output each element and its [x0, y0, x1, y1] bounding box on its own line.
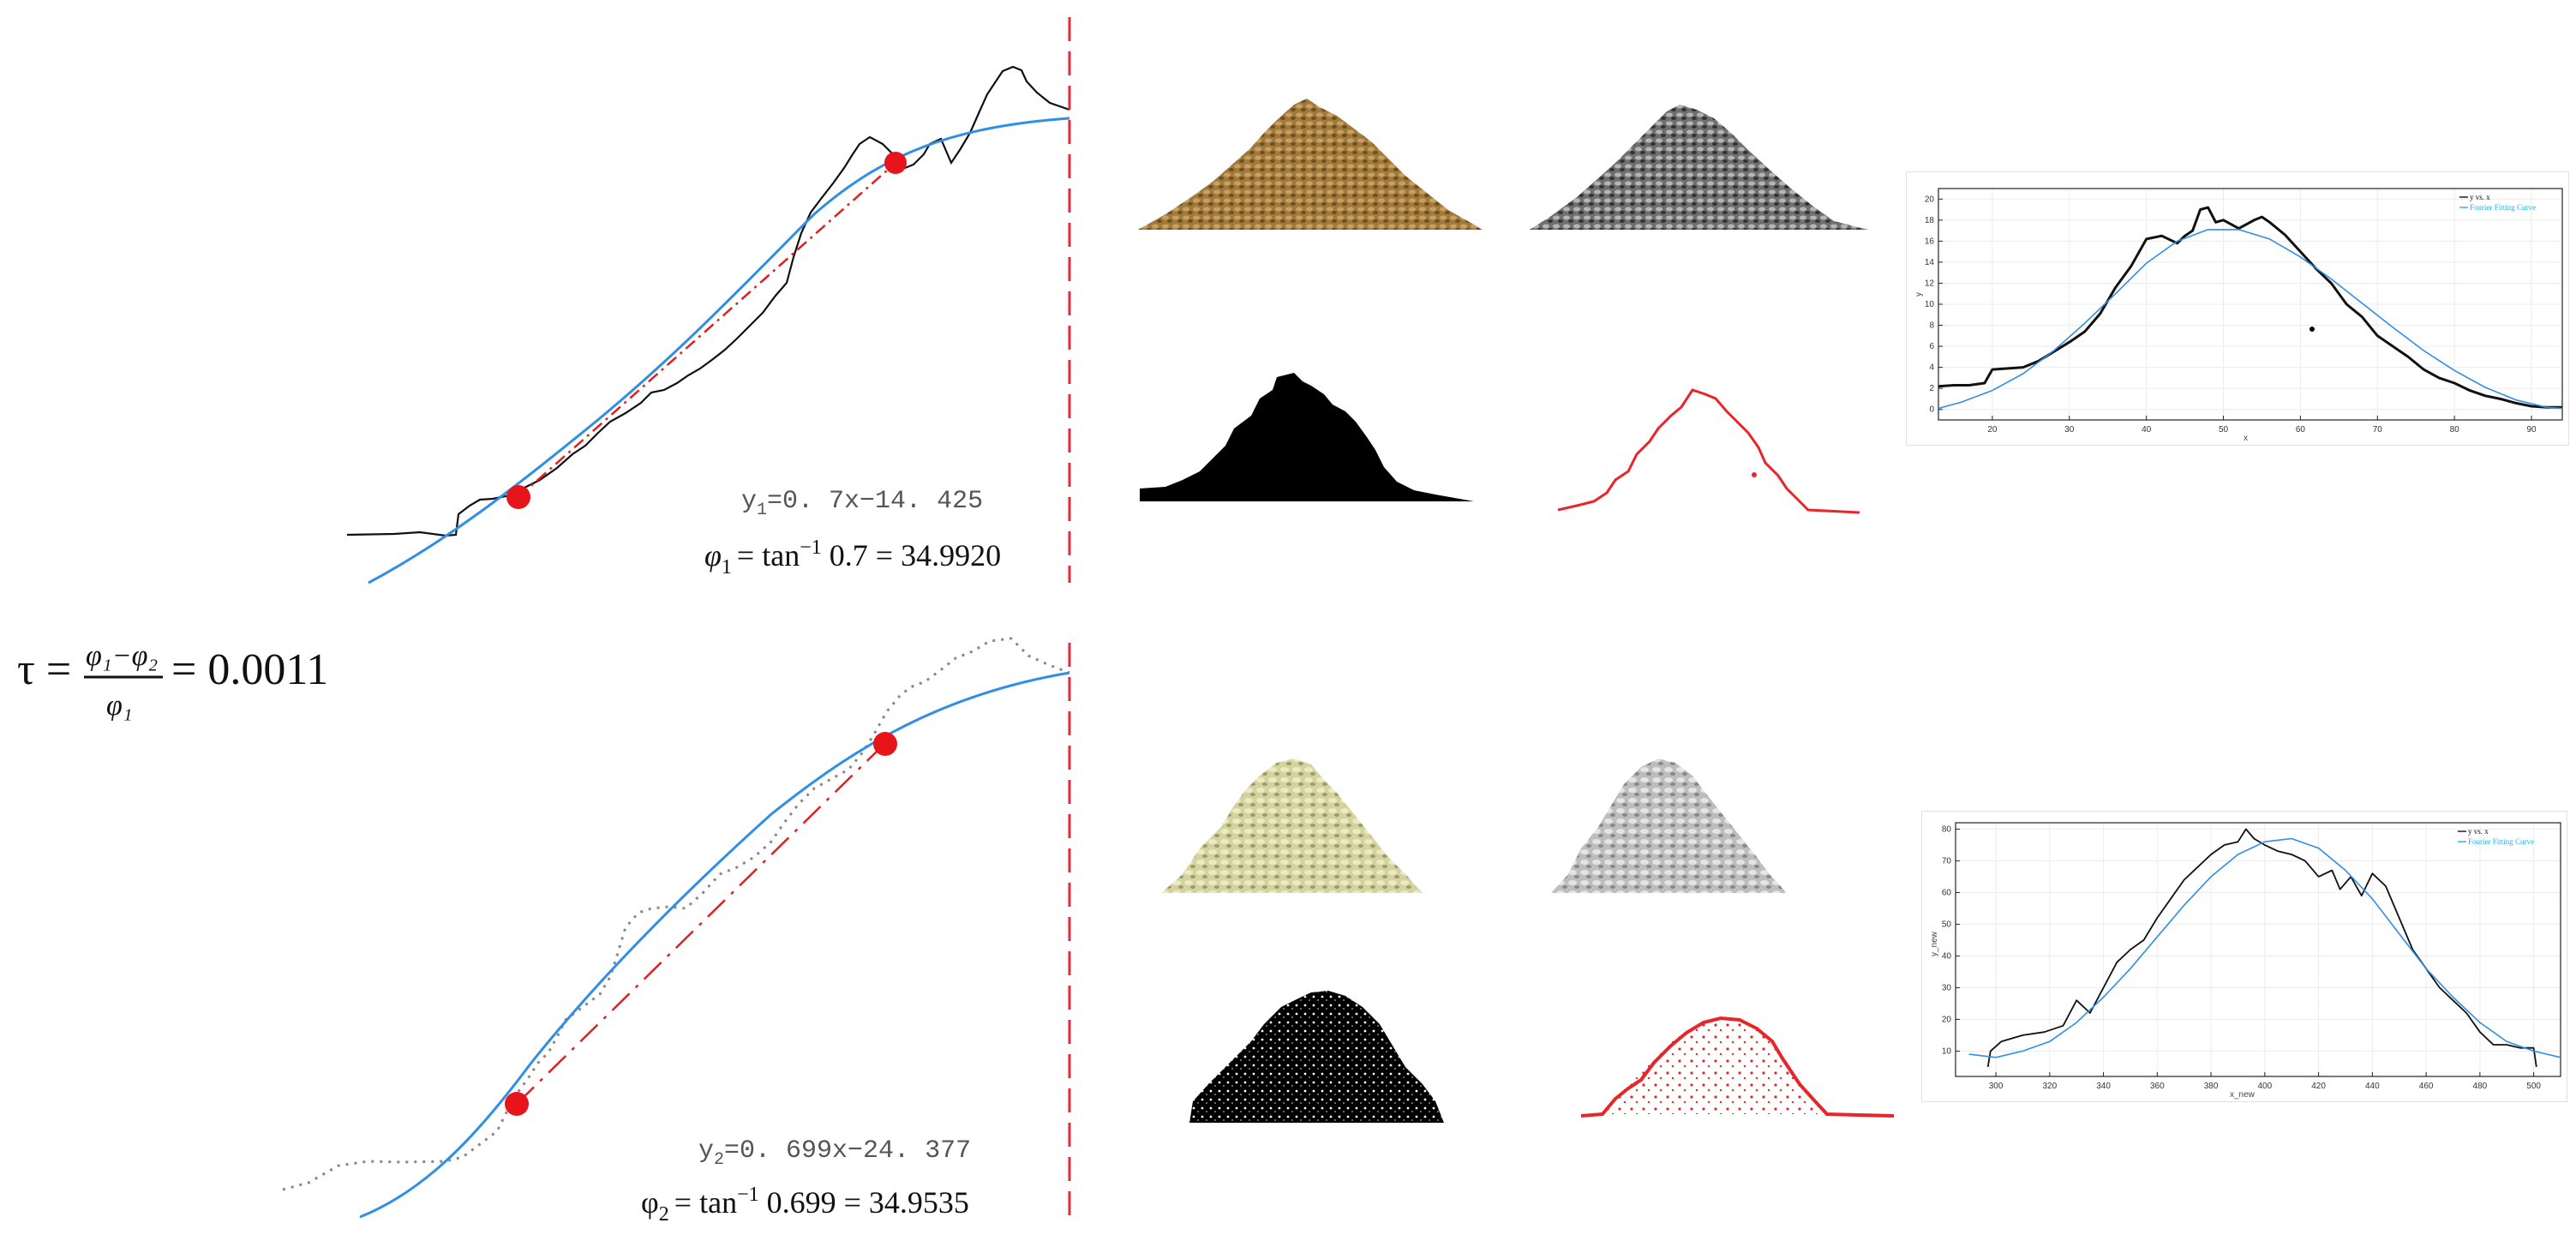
- top-angle-plot: y1=0. 7x−14. 425 φ1 = tan−1 0.7 = 34.9920: [346, 17, 1071, 585]
- y-tick-label: 8: [1929, 321, 1934, 331]
- chart-frame: [1906, 171, 2569, 446]
- y-tick-label: 0: [1929, 405, 1934, 415]
- y-tick-label: 10: [1925, 300, 1935, 309]
- y-tick-label: 70: [1942, 856, 1952, 866]
- photo-pile-icon: [1138, 99, 1483, 230]
- plot-area: [1955, 822, 2561, 1077]
- chart1-legend: y vs. x Fourier Fitting Curve: [2459, 193, 2536, 212]
- chart2-series: [1968, 828, 2561, 1068]
- x-tick-label: 40: [2142, 425, 2152, 435]
- gray-pile-icon: [1530, 105, 1868, 230]
- y-tick-label: 20: [1925, 195, 1935, 204]
- x-tick-label: 500: [2526, 1082, 2541, 1091]
- chart1-xlabel: x: [2244, 434, 2248, 443]
- edge-outline-icon: [1557, 388, 1860, 514]
- x-tick-label: 20: [1987, 425, 1998, 435]
- bottom-profile-line: [282, 637, 1070, 1191]
- bottom-point-lower: [505, 1092, 529, 1116]
- legend-label: y vs. x: [2468, 827, 2489, 836]
- y-tick-label: 50: [1942, 920, 1952, 929]
- tau-formula: τ = φ₁−φ₂ φ₁ = 0.0011: [17, 640, 326, 722]
- pile-images-sim: [1161, 758, 1895, 1123]
- chart2-xlabel: x_new: [2230, 1090, 2255, 1100]
- y-tick-label: 40: [1942, 951, 1952, 961]
- x-tick-label: 30: [2064, 425, 2075, 435]
- x-tick-label: 80: [2450, 425, 2460, 435]
- sim-binary-silhouette-icon: [1189, 991, 1444, 1123]
- x-tick-label: 460: [2419, 1082, 2434, 1091]
- top-angle-equation: φ1 = tan−1 0.7 = 34.9920: [704, 537, 1001, 579]
- y-tick-label: 60: [1942, 888, 1952, 897]
- top-fit-equation: y1=0. 7x−14. 425: [741, 487, 983, 520]
- chart2-ylabel: y_new: [1930, 931, 1939, 956]
- sim-edge-outline-icon: [1580, 1016, 1895, 1118]
- y-tick-label: 2: [1929, 384, 1934, 393]
- x-tick-label: 70: [2373, 425, 2383, 435]
- pile-images-real: [1138, 99, 1868, 514]
- top-point-lower: [506, 485, 530, 509]
- x-tick-label: 420: [2311, 1082, 2326, 1091]
- legend-label: Fourier Fitting Curve: [2470, 203, 2536, 212]
- y-tick-label: 4: [1929, 363, 1934, 373]
- chart2-axes: 300 320 340 360 380 400 420 440 460 480 500 10 20 30 4…: [1942, 822, 2561, 1091]
- top-profile-line: [346, 65, 1070, 537]
- y-tick-label: 80: [1942, 824, 1952, 834]
- top-point-upper: [884, 152, 907, 174]
- y-tick-label: 12: [1925, 279, 1935, 288]
- bottom-fit-curve: [359, 671, 1070, 1219]
- binary-silhouette-icon: [1140, 373, 1474, 501]
- top-tangent-line: [518, 162, 896, 498]
- chart1-ylabel: y: [1914, 292, 1924, 297]
- fourier-chart-sim: 300 320 340 360 380 400 420 440 460 480 500 10 20 30 4…: [1921, 811, 2567, 1102]
- sim-gray-pile-icon: [1551, 758, 1787, 893]
- fourier-fit-series-line: [1938, 229, 2563, 410]
- y-tick-label: 16: [1925, 237, 1935, 246]
- x-tick-label: 480: [2473, 1082, 2488, 1091]
- y-tick-label: 10: [1942, 1046, 1952, 1056]
- tau-lhs: τ =: [17, 645, 71, 694]
- fourier-chart-real: 20 30 40 50 60 70 80 90 0 2 4 6 8 10 12 14 16 18 20 y vs. …: [1906, 171, 2569, 446]
- bottom-angle-plot: y2=0. 699x−24. 377 φ2 = tan−1 0.699 = 34.…: [282, 637, 1071, 1226]
- x-tick-label: 400: [2258, 1082, 2273, 1091]
- x-tick-label: 380: [2204, 1082, 2219, 1091]
- edge-noise-dot: [1752, 472, 1757, 477]
- x-tick-label: 50: [2219, 425, 2229, 435]
- profile-series-line: [1986, 828, 2537, 1068]
- bottom-tangent-line: [516, 745, 884, 1105]
- chart1-series: [1938, 206, 2563, 410]
- x-tick-label: 90: [2526, 425, 2537, 435]
- chart2-frame: [1921, 811, 2567, 1102]
- sim-photo-pile-icon: [1161, 758, 1423, 893]
- bottom-point-upper: [873, 732, 897, 756]
- y-tick-label: 6: [1929, 342, 1934, 351]
- tau-numerator: φ₁−φ₂: [86, 640, 158, 672]
- tau-rhs: = 0.0011: [171, 645, 326, 694]
- x-tick-label: 300: [1989, 1082, 2004, 1091]
- chart2-grid: [1956, 823, 2561, 1076]
- top-fit-curve: [368, 117, 1070, 585]
- x-tick-label: 440: [2365, 1082, 2380, 1091]
- y-tick-label: 20: [1942, 1015, 1952, 1024]
- x-tick-label: 340: [2096, 1082, 2111, 1091]
- bottom-angle-equation: φ2 = tan−1 0.699 = 34.9535: [641, 1184, 969, 1226]
- y-tick-label: 14: [1925, 258, 1935, 267]
- y-tick-label: 30: [1942, 983, 1952, 992]
- y-tick-label: 18: [1925, 216, 1935, 225]
- chart1-axes: 20 30 40 50 60 70 80 90 0 2 4 6 8 10 12 14 16 18 20: [1925, 188, 2563, 435]
- x-tick-label: 320: [2042, 1082, 2057, 1091]
- tau-denominator: φ₁: [106, 690, 133, 722]
- legend-label: y vs. x: [2470, 193, 2490, 201]
- chart1-grid: [1938, 189, 2562, 420]
- x-tick-label: 360: [2150, 1082, 2165, 1091]
- chart1-stray-point: [2309, 327, 2315, 332]
- bottom-fit-equation: y2=0. 699x−24. 377: [698, 1136, 971, 1170]
- legend-label: Fourier Fitting Curve: [2468, 837, 2534, 846]
- x-tick-label: 60: [2296, 425, 2306, 435]
- sim-edge-outline-fill: [1594, 1018, 1825, 1114]
- fourier-fit-series-line: [1968, 837, 2561, 1058]
